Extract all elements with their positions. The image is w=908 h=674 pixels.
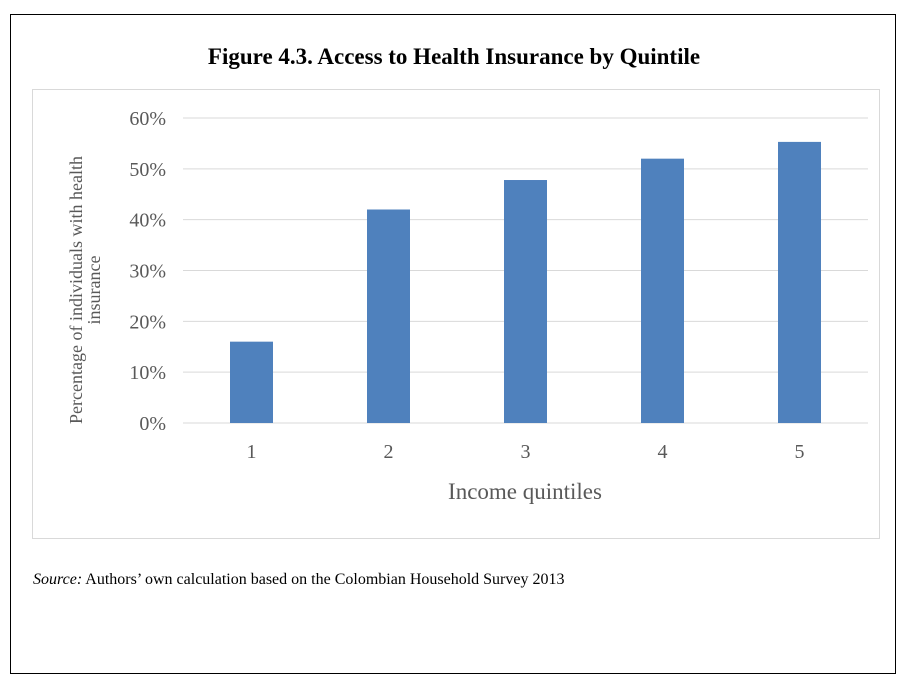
y-tick-labels: 0% 10% 20% 30% 40% 50% 60% <box>129 108 166 435</box>
source-label: Source: <box>33 571 83 588</box>
bars <box>230 141 821 423</box>
x-tick-label: 4 <box>658 441 668 463</box>
y-tick-label: 0% <box>139 413 166 435</box>
bar-quintile-5 <box>778 141 821 423</box>
source-text: Authors’ own calculation based on the Co… <box>82 571 565 588</box>
chart-area <box>32 89 880 539</box>
source-note: Source: Authors’ own calculation based o… <box>33 571 564 589</box>
y-tick-label: 40% <box>129 210 166 232</box>
bar-quintile-4 <box>641 158 684 423</box>
y-tick-label: 60% <box>129 108 166 130</box>
figure-title: Figure 4.3. Access to Health Insurance b… <box>207 44 701 69</box>
y-axis-label: Percentage of individuals with health in… <box>66 156 104 424</box>
x-tick-labels: 1 2 3 4 5 <box>247 441 805 463</box>
x-tick-label: 1 <box>247 441 257 463</box>
bar-chart: 0% 10% 20% 30% 40% 50% 60% 1 2 3 4 5 Income quinti… <box>66 108 868 504</box>
y-tick-label: 20% <box>129 311 166 333</box>
bar-quintile-3 <box>504 180 547 423</box>
y-tick-label: 30% <box>129 261 166 283</box>
x-tick-label: 3 <box>521 441 531 463</box>
y-tick-label: 50% <box>129 159 166 181</box>
x-tick-label: 2 <box>384 441 394 463</box>
bar-quintile-2 <box>367 209 410 423</box>
y-tick-label: 10% <box>129 362 166 384</box>
y-axis-label-line-2: insurance <box>84 256 104 325</box>
x-axis-label: Income quintiles <box>448 479 602 504</box>
bar-quintile-1 <box>230 341 273 423</box>
y-axis-label-line-1: Percentage of individuals with health <box>66 156 86 424</box>
x-tick-label: 5 <box>795 441 805 463</box>
